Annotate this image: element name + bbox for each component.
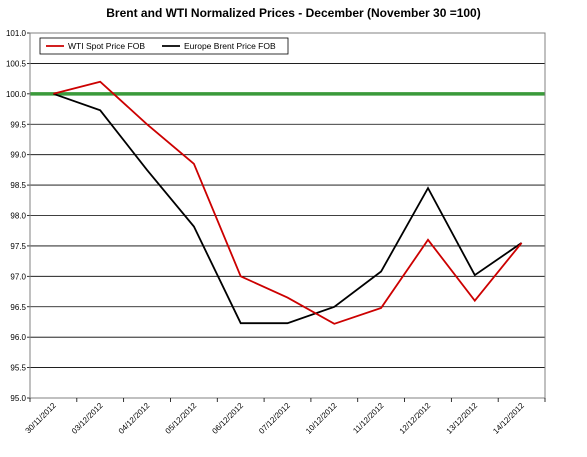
legend-layer: WTI Spot Price FOB Europe Brent Price FOB [39,37,289,55]
x-tick-label: 14/12/2012 [491,401,526,436]
y-tick-label: 98.0 [10,212,26,221]
series-layer [53,80,523,325]
axis-layer: 95.0 95.5 96.0 96.5 97.0 97.5 98.0 98.5 99.0 99.5… [6,29,546,436]
y-tick-label: 99.5 [10,120,26,129]
x-tick-label: 12/12/2012 [398,401,433,436]
plot-area-border [29,32,546,399]
x-tick-label: 11/12/2012 [351,401,386,436]
x-tick-label: 07/12/2012 [257,401,292,436]
y-tick-label: 97.0 [10,272,26,281]
y-tick-label: 100.0 [6,90,27,99]
y-tick-label: 97.5 [10,242,26,251]
series-line-brent [53,92,523,325]
y-tick-label: 96.0 [10,333,26,342]
y-tick-label: 100.5 [6,59,27,68]
y-tick-label: 96.5 [10,303,26,312]
y-tick-label: 95.5 [10,364,26,373]
x-tick-label: 30/11/2012 [24,401,59,436]
chart-title: Brent and WTI Normalized Prices - Decemb… [106,6,481,20]
x-tick-label: 13/12/2012 [445,401,480,436]
legend-label-wti: WTI Spot Price FOB [68,41,145,51]
legend-label-brent: Europe Brent Price FOB [184,41,276,51]
series-line-wti [53,80,523,325]
x-tick-label: 03/12/2012 [70,401,105,436]
x-tick-label: 04/12/2012 [117,401,152,436]
x-tick-label: 05/12/2012 [164,401,199,436]
x-tick-label: 06/12/2012 [210,401,245,436]
y-tick-label: 99.0 [10,151,26,160]
y-tick-label: 95.0 [10,394,26,403]
y-tick-label: 101.0 [6,29,27,38]
x-tick-label: 10/12/2012 [304,401,339,436]
y-tick-label: 98.5 [10,181,26,190]
